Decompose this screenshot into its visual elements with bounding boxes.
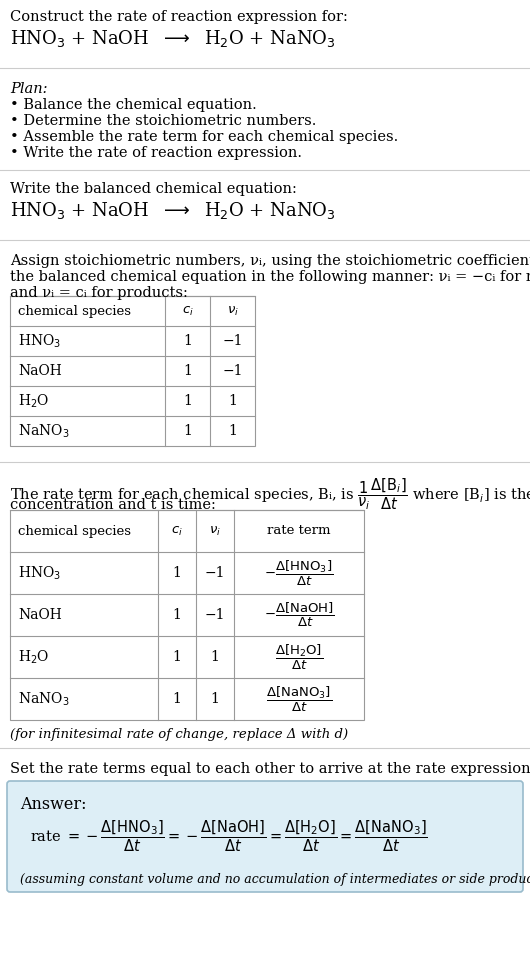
Bar [10, 296, 255, 446]
Text: NaOH: NaOH [18, 608, 62, 622]
Text: Plan:: Plan: [10, 82, 48, 96]
Text: concentration and t is time:: concentration and t is time: [10, 498, 216, 512]
Text: NaOH: NaOH [18, 364, 62, 378]
Text: 1: 1 [228, 394, 237, 408]
Text: • Write the rate of reaction expression.: • Write the rate of reaction expression. [10, 146, 302, 160]
Text: HNO$_3$ + NaOH  $\longrightarrow$  H$_2$O + NaNO$_3$: HNO$_3$ + NaOH $\longrightarrow$ H$_2$O … [10, 200, 336, 221]
Text: $c_i$: $c_i$ [171, 524, 183, 538]
Text: −1: −1 [205, 608, 225, 622]
Text: −1: −1 [222, 364, 243, 378]
Text: $\nu_i$: $\nu_i$ [226, 305, 238, 317]
Text: $\dfrac{\Delta[\mathrm{H_2O}]}{\Delta t}$: $\dfrac{\Delta[\mathrm{H_2O}]}{\Delta t}… [275, 642, 323, 671]
Text: HNO$_3$ + NaOH  $\longrightarrow$  H$_2$O + NaNO$_3$: HNO$_3$ + NaOH $\longrightarrow$ H$_2$O … [10, 28, 336, 49]
Text: chemical species: chemical species [18, 524, 131, 538]
Text: 1: 1 [173, 608, 181, 622]
Text: (for infinitesimal rate of change, replace Δ with d): (for infinitesimal rate of change, repla… [10, 728, 348, 741]
Text: −1: −1 [205, 566, 225, 580]
Text: Construct the rate of reaction expression for:: Construct the rate of reaction expressio… [10, 10, 348, 24]
Bar [10, 510, 364, 720]
Text: and νᵢ = cᵢ for products:: and νᵢ = cᵢ for products: [10, 286, 188, 300]
FancyBboxPatch shape [7, 781, 523, 892]
Text: $\nu_i$: $\nu_i$ [209, 524, 221, 538]
Text: • Assemble the rate term for each chemical species.: • Assemble the rate term for each chemic… [10, 130, 398, 144]
Text: 1: 1 [173, 566, 181, 580]
Text: rate term: rate term [267, 524, 331, 538]
Text: Answer:: Answer: [20, 796, 86, 813]
Text: The rate term for each chemical species, Bᵢ, is $\dfrac{1}{\nu_i}\dfrac{\Delta[\: The rate term for each chemical species,… [10, 476, 530, 511]
Text: HNO$_3$: HNO$_3$ [18, 564, 61, 582]
Text: 1: 1 [183, 394, 192, 408]
Text: NaNO$_3$: NaNO$_3$ [18, 690, 69, 708]
Text: Assign stoichiometric numbers, νᵢ, using the stoichiometric coefficients, cᵢ, fr: Assign stoichiometric numbers, νᵢ, using… [10, 254, 530, 268]
Text: H$_2$O: H$_2$O [18, 392, 49, 410]
Text: rate $= -\dfrac{\Delta[\mathrm{HNO_3}]}{\Delta t} = -\dfrac{\Delta[\mathrm{NaOH}: rate $= -\dfrac{\Delta[\mathrm{HNO_3}]}{… [30, 818, 428, 854]
Text: 1: 1 [183, 334, 192, 348]
Text: Write the balanced chemical equation:: Write the balanced chemical equation: [10, 182, 297, 196]
Text: 1: 1 [228, 424, 237, 438]
Text: (assuming constant volume and no accumulation of intermediates or side products): (assuming constant volume and no accumul… [20, 873, 530, 886]
Text: 1: 1 [183, 364, 192, 378]
Text: 1: 1 [210, 692, 219, 706]
Text: the balanced chemical equation in the following manner: νᵢ = −cᵢ for reactants: the balanced chemical equation in the fo… [10, 270, 530, 284]
Text: Set the rate terms equal to each other to arrive at the rate expression:: Set the rate terms equal to each other t… [10, 762, 530, 776]
Text: −1: −1 [222, 334, 243, 348]
Text: NaNO$_3$: NaNO$_3$ [18, 423, 69, 440]
Text: $-\dfrac{\Delta[\mathrm{HNO_3}]}{\Delta t}$: $-\dfrac{\Delta[\mathrm{HNO_3}]}{\Delta … [264, 558, 333, 588]
Text: $c_i$: $c_i$ [182, 305, 193, 317]
Text: HNO$_3$: HNO$_3$ [18, 332, 61, 349]
Text: 1: 1 [183, 424, 192, 438]
Text: $-\dfrac{\Delta[\mathrm{NaOH}]}{\Delta t}$: $-\dfrac{\Delta[\mathrm{NaOH}]}{\Delta t… [263, 601, 334, 630]
Text: 1: 1 [173, 650, 181, 664]
Text: 1: 1 [210, 650, 219, 664]
Text: • Balance the chemical equation.: • Balance the chemical equation. [10, 98, 257, 112]
Text: $\dfrac{\Delta[\mathrm{NaNO_3}]}{\Delta t}$: $\dfrac{\Delta[\mathrm{NaNO_3}]}{\Delta … [266, 684, 332, 713]
Text: • Determine the stoichiometric numbers.: • Determine the stoichiometric numbers. [10, 114, 316, 128]
Text: chemical species: chemical species [18, 305, 131, 317]
Text: H$_2$O: H$_2$O [18, 648, 49, 666]
Text: 1: 1 [173, 692, 181, 706]
